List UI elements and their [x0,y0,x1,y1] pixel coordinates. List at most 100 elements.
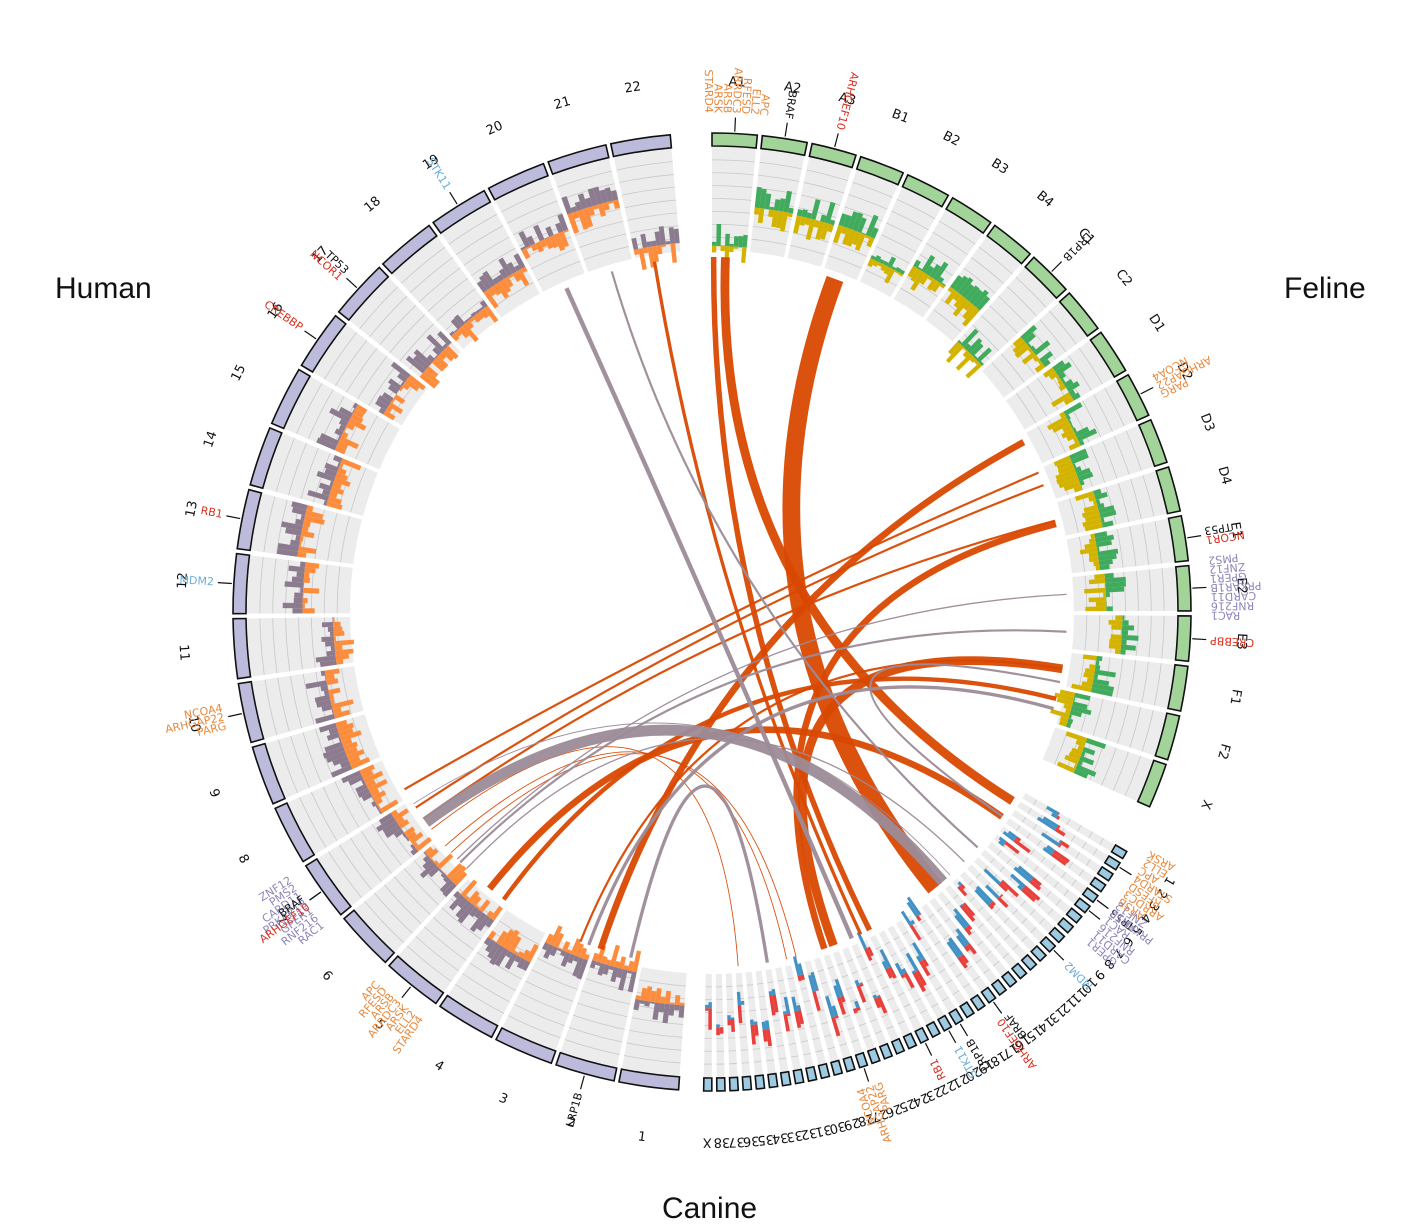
gene-label: STK11 [424,155,454,192]
gain-bar [651,241,656,247]
gene-tick [949,1031,956,1043]
gain-bar [326,651,335,657]
chromosome-label: D3 [1197,411,1218,433]
chromosome-label: 14 [201,429,221,450]
gain-bar [720,1027,724,1033]
chromosome-label: X [703,1134,712,1149]
gain-bar [646,241,652,247]
chromosome-label: B4 [1033,188,1056,210]
gain-bar [300,561,306,567]
gain-bar [295,535,300,541]
chromosome-label: 3 [496,1091,510,1108]
chromosome-block [1112,845,1127,859]
loss-bar [721,246,725,251]
chromosome-block [1040,937,1055,952]
loss-bar [1115,615,1122,620]
loss-bar [754,208,759,215]
chromosome-block [1002,972,1016,987]
gain-bar [731,1019,735,1032]
loss-bar [750,1019,754,1025]
gain-bar [712,242,716,246]
gain-bar [322,622,333,627]
loss-bar [303,588,319,594]
chromosome-block [742,1076,751,1090]
gain-bar [738,236,743,247]
species-label-human: Human [55,272,152,306]
loss-bar [333,617,334,622]
chromosome-block [904,1033,917,1048]
chromosome-block [960,1002,974,1017]
loss-bar [1093,561,1099,566]
chromosome-block [233,554,249,614]
chromosome-block [1022,955,1037,970]
chromosome-label: 15 [229,362,250,384]
gain-bar [296,572,304,578]
chromosome-block [938,1016,951,1031]
gene-tick [218,583,232,584]
loss-bar [1103,592,1106,597]
gain-bar [1121,640,1127,645]
loss-bar [741,1001,745,1005]
gain-bar [294,598,303,603]
chromosome-label: 20 [484,118,505,138]
gene-tick [1052,262,1062,272]
track-gridline [740,1037,747,1038]
gain-bar [716,1028,720,1036]
gene-tick [581,1076,585,1089]
loss-bar [729,246,734,252]
chromosome-block [868,1048,880,1063]
chromosome-label: 18 [362,194,384,216]
gain-bar [1104,573,1113,579]
gain-bar [1120,649,1126,654]
loss-bar [1085,606,1106,611]
gain-bar [679,1005,685,1018]
loss-bar [333,622,340,627]
gain-bar [734,236,739,247]
loss-bar [336,659,343,665]
loss-bar [1089,664,1096,669]
loss-bar [1111,625,1122,630]
gain-bar [725,234,730,247]
gene-tick [864,1068,868,1081]
chromosome-block [717,1078,725,1091]
loss-bar [712,246,716,253]
chromosome-label: B2 [940,129,962,150]
gain-bar [674,1005,679,1011]
chromosome-label: D1 [1145,312,1168,336]
gene-tick [305,331,317,339]
chromosome-block [755,1075,764,1089]
gene-tick [1089,911,1100,920]
loss-bar [727,1015,731,1019]
gene-label: MDM2 [179,573,214,588]
gain-bar [716,224,721,246]
loss-bar [1109,639,1121,645]
species-label-feline: Feline [1284,272,1366,306]
loss-bar [680,1003,685,1006]
track-gridline [741,1050,748,1051]
chromosome-block [730,1077,739,1090]
chromosome-block [981,988,995,1003]
chromosome-block [892,1039,905,1054]
chromosome-label: B1 [890,107,911,127]
gain-bar [729,244,733,247]
gain-bar [1122,630,1128,635]
gene-tick [346,278,356,287]
gain-bar [300,588,303,593]
chromosome-block [831,1060,842,1075]
chromosome-label: X [1197,798,1214,812]
chromosome-label: 9 [205,787,222,800]
gene-tick [1192,587,1206,588]
synteny-link [423,521,1055,819]
loss-bar [708,1002,711,1008]
gain-bar [292,576,304,582]
loss-bar [303,598,308,603]
chromosome-label: 38 [713,1134,730,1149]
chromosome-block [768,1074,778,1088]
gene-tick [1192,639,1206,640]
gain-bar [1122,615,1124,620]
chromosome-label: 8 [235,852,252,866]
gene-tick [925,1043,931,1056]
loss-bar [1115,649,1121,654]
gene-tick [228,714,242,717]
